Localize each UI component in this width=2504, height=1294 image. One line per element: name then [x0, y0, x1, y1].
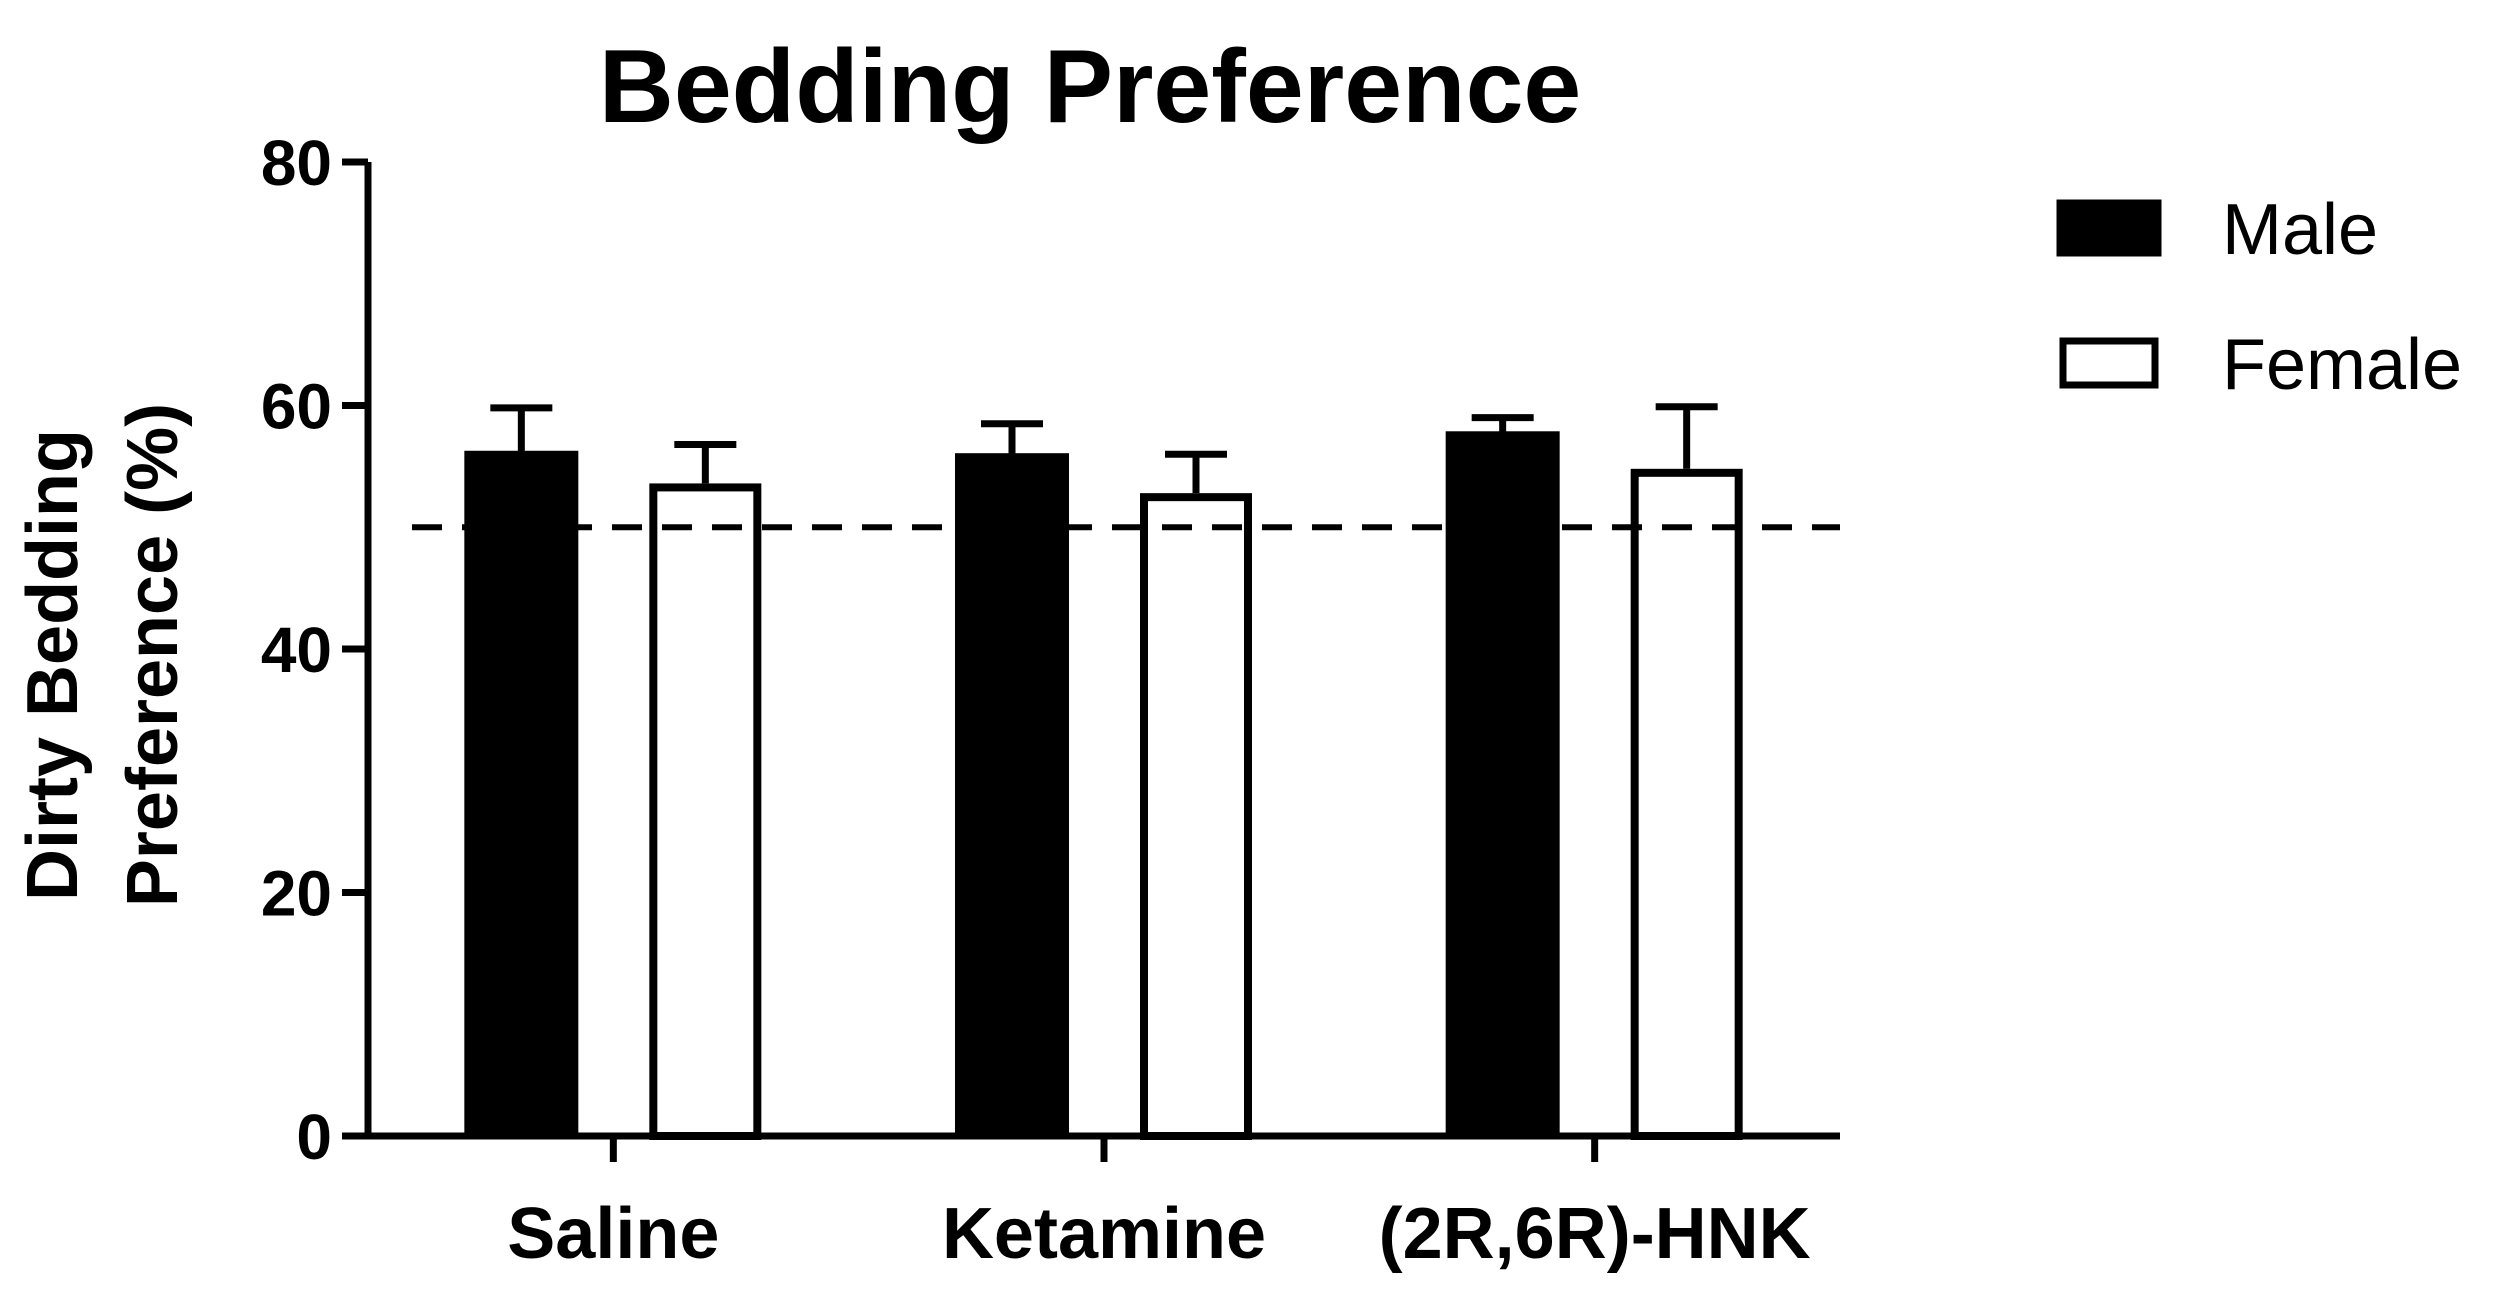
axes-layer	[364, 162, 1840, 1140]
y-tick-label-80: 80	[261, 127, 332, 199]
x-tick-label-saline: Saline	[507, 1194, 719, 1274]
legend-swatch-female	[2059, 337, 2159, 389]
x-tick-label-ketamine: Ketamine	[942, 1194, 1266, 1274]
y-tick-label-20: 20	[261, 858, 332, 930]
bar-female-2r-6r-hnk	[1630, 468, 1743, 1140]
legend-swatch-male	[2056, 199, 2162, 257]
bar-male-saline	[464, 450, 579, 1137]
x-ticks-layer: Saline Ketamine (2R,6R)-HNK	[507, 1136, 1811, 1274]
legend-label-male: Male	[2222, 190, 2378, 270]
y-axis-label-line-2: Preference (%)	[113, 403, 193, 907]
legend: Male Female	[2056, 190, 2462, 405]
y-tick-label-40: 40	[261, 614, 332, 686]
legend-label-female: Female	[2222, 325, 2462, 405]
y-axis-label: Dirty Bedding Preference (%)	[13, 403, 193, 907]
bar-male-2r-6r-hnk	[1445, 431, 1560, 1138]
bar-male-ketamine	[955, 453, 1069, 1137]
chart-title: Bedding Preference	[599, 29, 1582, 145]
error-bars-layer	[490, 403, 1718, 494]
x-tick-label-2r-6r-hnk: (2R,6R)-HNK	[1379, 1194, 1811, 1274]
y-axis-label-line-1: Dirty Bedding	[13, 429, 93, 901]
bar-female-saline	[649, 483, 762, 1141]
y-ticks-layer: 0 20 40 60 80	[261, 127, 368, 1173]
y-tick-label-0: 0	[296, 1101, 332, 1173]
bars-layer	[464, 431, 1743, 1141]
y-tick-label-60: 60	[261, 371, 332, 443]
bar-female-ketamine	[1140, 493, 1252, 1141]
